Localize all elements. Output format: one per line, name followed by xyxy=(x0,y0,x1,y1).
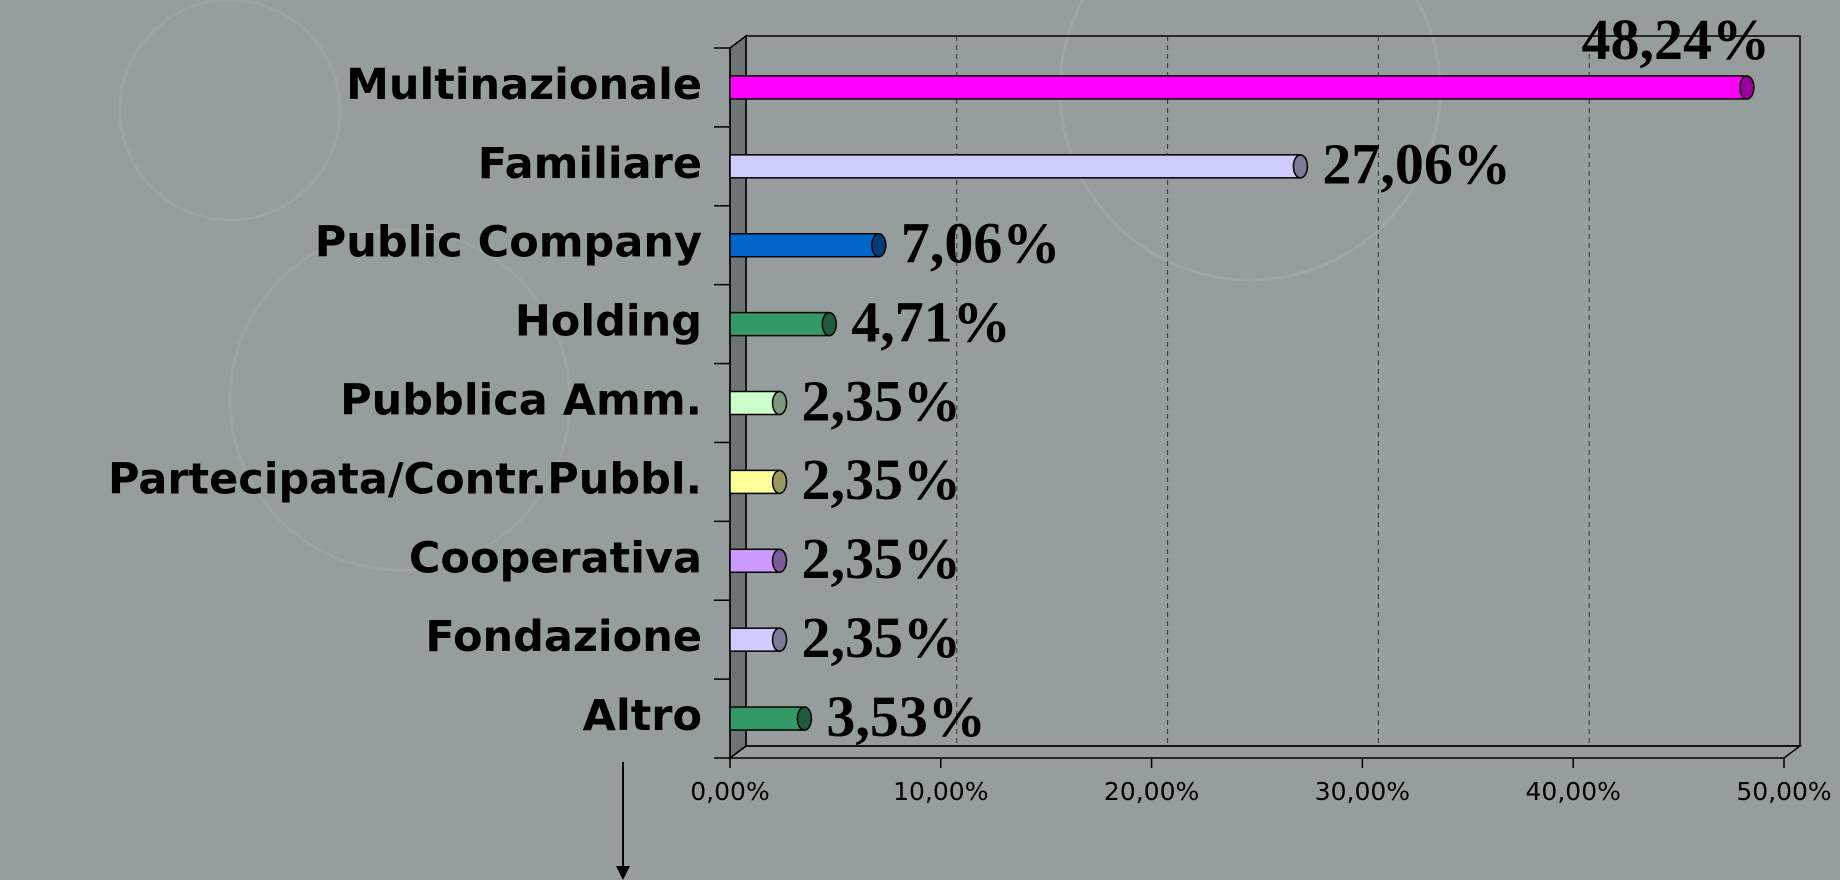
category-label: Cooperativa xyxy=(409,533,702,583)
category-label: Familiare xyxy=(478,139,702,189)
x-tick-label: 0,00% xyxy=(690,777,769,806)
value-label: 2,35% xyxy=(802,447,962,512)
x-tick-label: 30,00% xyxy=(1315,777,1410,806)
bar-cap xyxy=(773,392,787,415)
category-label: Altro xyxy=(583,691,702,741)
bar xyxy=(730,155,1300,178)
value-label: 3,53% xyxy=(826,684,986,749)
x-tick-label: 40,00% xyxy=(1526,777,1621,806)
category-label: Public Company xyxy=(315,218,702,268)
category-label: Fondazione xyxy=(425,612,702,662)
value-label: 27,06% xyxy=(1322,132,1511,197)
bar-cap xyxy=(773,470,787,493)
bar-cap xyxy=(822,313,836,336)
bar-cap xyxy=(773,549,787,572)
bar-cap xyxy=(797,707,811,730)
value-label: 2,35% xyxy=(802,368,962,433)
chart: 0,00% 10,00% 20,00% 30,00% 40,00% 50,00% Multi… xyxy=(0,0,1840,880)
bar xyxy=(730,707,804,730)
category-label: Partecipata/Contr.Pubbl. xyxy=(108,454,702,504)
bar-cap xyxy=(872,234,886,257)
bar xyxy=(730,234,879,257)
x-tick-label: 20,00% xyxy=(1104,777,1199,806)
category-label: Holding xyxy=(515,297,702,347)
value-label: 7,06% xyxy=(901,211,1061,276)
bar xyxy=(730,313,829,336)
value-label: 2,35% xyxy=(802,526,962,591)
bar xyxy=(730,76,1747,99)
category-label: Pubblica Amm. xyxy=(340,376,702,426)
category-label: Multinazionale xyxy=(346,60,702,110)
value-label: 2,35% xyxy=(802,605,962,670)
bar-cap xyxy=(1740,76,1754,99)
bar-cap xyxy=(773,628,787,651)
x-tick-label: 10,00% xyxy=(893,777,988,806)
bar-cap xyxy=(1293,155,1307,178)
value-label: 48,24% xyxy=(1582,7,1771,72)
value-label: 4,71% xyxy=(851,289,1011,354)
x-tick-label: 50,00% xyxy=(1736,777,1831,806)
